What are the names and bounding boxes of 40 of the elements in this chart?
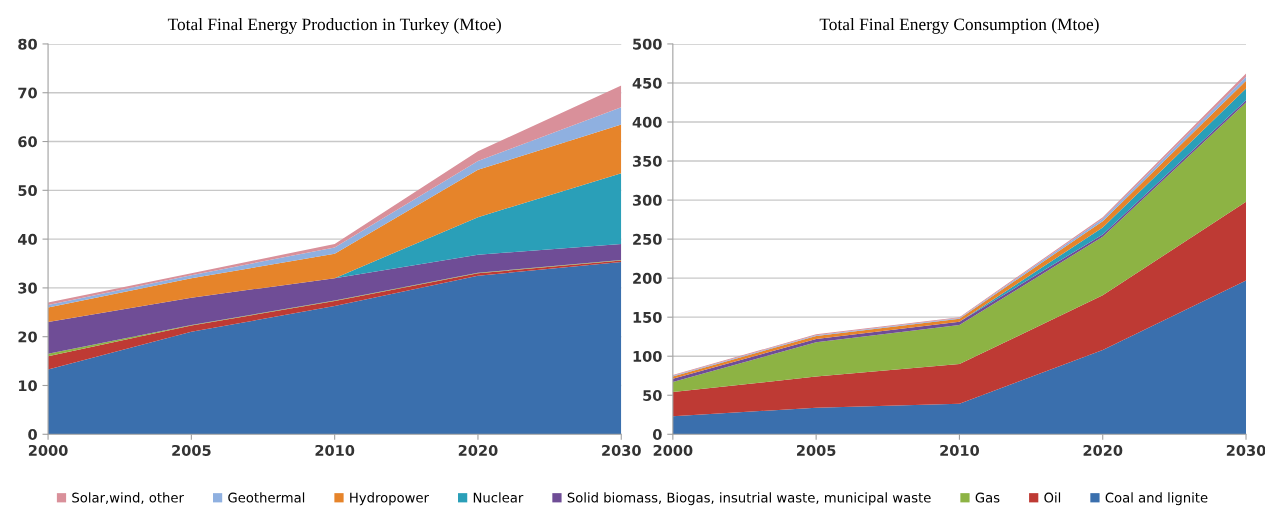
y-tick-label: 350 [632,155,662,167]
x-tick-label: 2010 [315,444,355,456]
x-tick-label: 2005 [172,444,211,456]
x-tick-label: 2000 [653,444,693,456]
x-tick-label: 2005 [797,444,836,456]
y-tick-label: 150 [633,311,662,323]
y-tick-label: 30 [18,282,37,294]
y-tick-label: 20 [18,331,37,343]
y-tick-label: 70 [18,87,37,99]
legend-label: Geothermal [228,492,305,503]
legend-label: Coal and lignite [1105,492,1208,506]
x-tick-label: 2000 [28,444,68,456]
y-tick-label: 60 [18,136,37,148]
legend-label: Oil [1044,492,1061,503]
y-tick-label: 40 [18,233,37,245]
y-tick-label: 250 [633,233,662,245]
legend-label: Gas [975,492,1000,503]
legend-label: Nuclear [473,492,524,503]
chart-title: Total Final Energy Consumption (Mtoe) [819,18,1099,34]
x-tick-label: 2020 [458,444,498,456]
legend-label: Solid biomass, Biogas, insutrial waste, municipal waste [567,492,931,506]
chart-title: Total Final Energy Production in Turkey (Mtoe) [167,18,501,34]
y-tick-label: 100 [633,350,662,362]
y-tick-label: 300 [632,194,662,206]
x-tick-label: 2030 [602,444,641,456]
y-tick-label: 450 [632,77,662,89]
y-tick-label: 200 [633,272,662,284]
y-tick-label: 50 [643,389,662,401]
x-tick-label: 2020 [1083,444,1123,456]
y-tick-label: 0 [28,429,37,441]
legend-label: Hydropower [350,492,429,506]
y-tick-label: 10 [19,380,37,392]
x-tick-label: 2030 [1226,444,1265,456]
y-tick-label: 80 [18,38,37,50]
x-tick-label: 2010 [940,444,980,456]
legend-label: Solar,wind, other [72,492,184,504]
y-tick-label: 400 [632,116,662,128]
y-tick-label: 500 [633,38,662,50]
y-tick-label: 50 [18,185,37,197]
y-tick-label: 0 [652,429,662,441]
